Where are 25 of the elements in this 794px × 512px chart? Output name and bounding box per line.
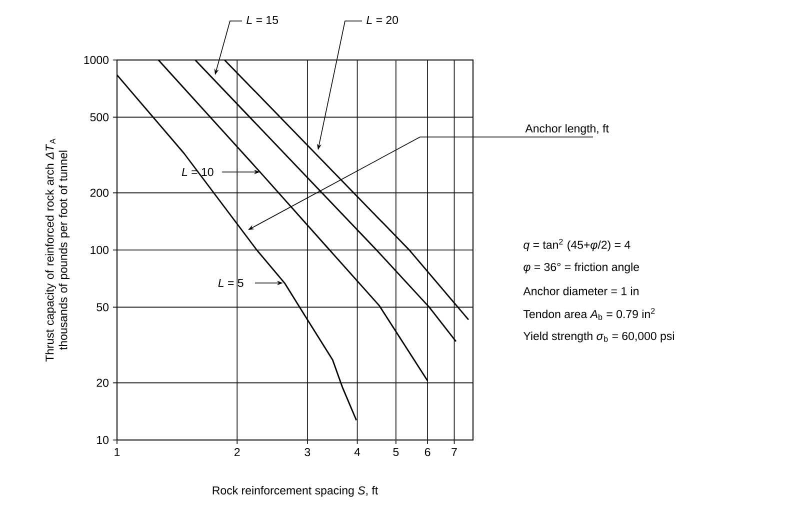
- y-tick-label: 10: [97, 436, 109, 444]
- y-tick-label: 200: [90, 188, 109, 197]
- x-tick-label: 1: [114, 448, 120, 456]
- y-tick-label: 100: [90, 246, 109, 254]
- text: Tendon area A$_{b}$ = 0.79 in$^{2}$: [523, 308, 655, 320]
- legend-label: L = 5: [218, 278, 244, 288]
- y-tick-label: 20: [96, 378, 109, 387]
- text: L = 15: [246, 16, 278, 24]
- text: q = tan$^{2}$ (45+φ/2) = 4: [524, 238, 630, 252]
- x-axis-title: Rock reinforcement spacing S, ft: [212, 486, 378, 497]
- text: L = 20: [366, 16, 398, 24]
- y-axis-title: Thrust capacity of reinforced rock arch ΔT$_{A}$ thousands of pounds per foot of tunnel: [45, 138, 70, 362]
- y-tick-label: 50: [96, 303, 109, 312]
- text: Anchor length, ft: [525, 124, 609, 135]
- text: φ = 36° = friction angle: [524, 262, 639, 274]
- x-tick-label: 4: [354, 448, 360, 456]
- x-tick-label: 7: [452, 448, 457, 456]
- x-tick-label: 6: [424, 448, 430, 456]
- x-tick-label: 2: [234, 448, 240, 456]
- y-tick-label: 1000: [84, 56, 109, 64]
- x-tick-label: 5: [393, 448, 399, 456]
- y-tick-label: 500: [90, 113, 109, 122]
- text: Yield strength σ$_{b}$ = 60,000 psi: [523, 332, 674, 342]
- text: Anchor diameter = 1 in: [523, 286, 638, 296]
- x-tick-label: 3: [304, 448, 310, 456]
